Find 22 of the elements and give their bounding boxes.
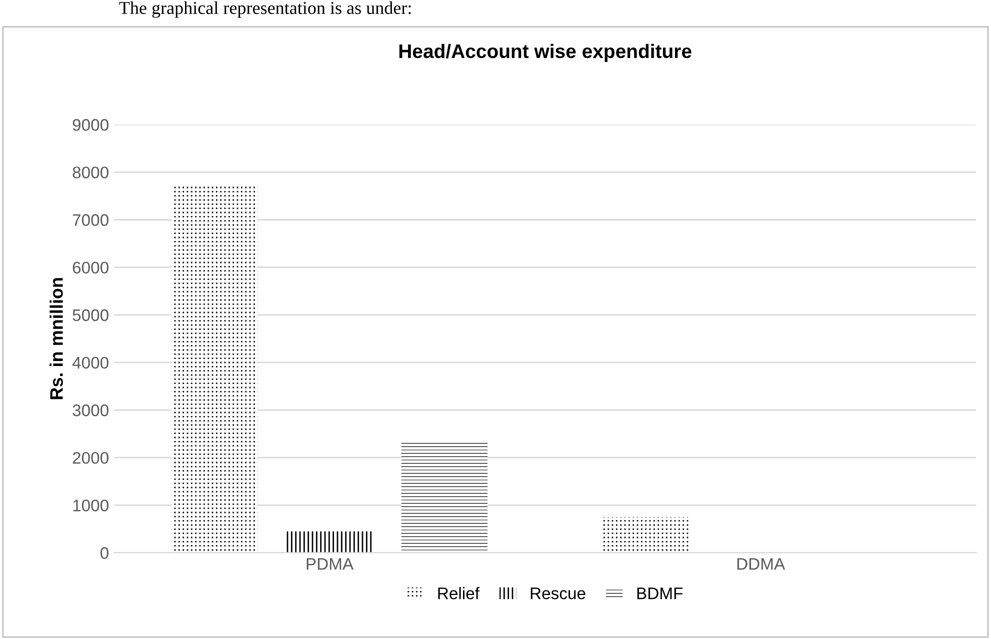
legend-label: Rescue [530,588,586,600]
y-tick-label: 3000 [72,404,108,416]
y-tick-label: 9000 [72,119,108,131]
bar [602,517,689,553]
bar [286,531,373,553]
bar [401,442,488,553]
text: The graphical representation is as under: [119,1,411,18]
y-axis-title: Rs. in mnillion [50,278,63,400]
legend-label: BDMF [637,588,683,600]
x-tick-label: PDMA [306,558,354,570]
y-tick-label: 2000 [72,452,108,464]
y-tick-label: 4000 [72,356,108,369]
y-tick-label: 8000 [72,166,108,178]
bar [171,186,258,553]
y-tick-label: 0 [100,547,108,559]
y-tick-label: 1000 [73,500,108,512]
x-tick-label: DDMA [737,558,786,570]
y-tick-label: 5000 [72,309,108,322]
chart-title: Head/Account wise expenditure [399,44,692,62]
y-tick-label: 7000 [72,214,108,226]
legend-label: Relief [438,587,480,600]
y-tick-label: 6000 [72,262,108,274]
